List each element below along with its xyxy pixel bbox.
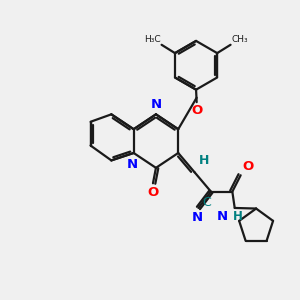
Text: CH₃: CH₃ [231, 34, 248, 43]
Text: O: O [242, 160, 254, 173]
Text: H: H [199, 154, 209, 167]
Text: N: N [127, 158, 138, 171]
Text: O: O [191, 103, 202, 117]
Text: N: N [217, 210, 228, 223]
Text: C: C [203, 196, 212, 209]
Text: H: H [233, 210, 243, 223]
Text: N: N [192, 211, 203, 224]
Text: N: N [150, 98, 161, 111]
Text: H₃C: H₃C [144, 34, 161, 43]
Text: O: O [147, 186, 159, 199]
